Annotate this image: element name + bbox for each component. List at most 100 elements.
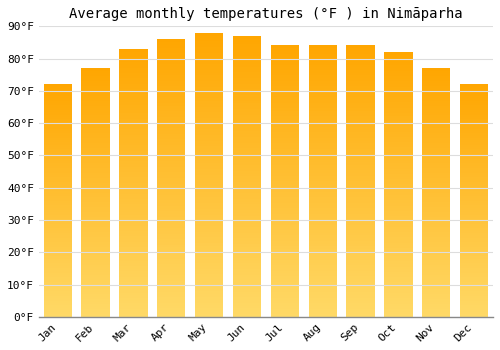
Bar — [233, 137, 261, 140]
Bar — [422, 145, 450, 148]
Bar — [233, 238, 261, 241]
Bar — [346, 178, 375, 181]
Bar — [460, 203, 488, 205]
Bar — [233, 224, 261, 227]
Bar — [44, 112, 72, 114]
Bar — [233, 227, 261, 230]
Bar — [384, 68, 412, 71]
Bar — [460, 205, 488, 208]
Bar — [308, 222, 337, 225]
Bar — [195, 126, 224, 129]
Bar — [422, 170, 450, 173]
Bar — [195, 234, 224, 237]
Bar — [346, 86, 375, 89]
Bar — [233, 162, 261, 165]
Bar — [233, 109, 261, 112]
Bar — [422, 210, 450, 212]
Bar — [195, 251, 224, 254]
Bar — [308, 54, 337, 56]
Bar — [422, 309, 450, 312]
Bar — [82, 287, 110, 289]
Bar — [422, 133, 450, 135]
Bar — [346, 195, 375, 197]
Bar — [233, 274, 261, 278]
Bar — [195, 61, 224, 64]
Bar — [82, 230, 110, 232]
Bar — [82, 83, 110, 86]
Bar — [233, 235, 261, 238]
Bar — [44, 187, 72, 189]
Bar — [270, 260, 299, 262]
Bar — [270, 246, 299, 249]
Bar — [119, 89, 148, 92]
Bar — [82, 135, 110, 138]
Bar — [195, 152, 224, 155]
Bar — [44, 275, 72, 277]
Bar — [157, 108, 186, 111]
Bar — [308, 46, 337, 48]
Bar — [346, 56, 375, 59]
Bar — [119, 116, 148, 119]
Bar — [270, 195, 299, 197]
Bar — [384, 312, 412, 314]
Bar — [195, 121, 224, 124]
Bar — [233, 232, 261, 235]
Bar — [422, 105, 450, 108]
Bar — [308, 170, 337, 173]
Bar — [346, 184, 375, 187]
Bar — [82, 200, 110, 202]
Bar — [422, 307, 450, 309]
Bar — [119, 150, 148, 153]
Bar — [422, 128, 450, 131]
Bar — [460, 303, 488, 305]
Bar — [270, 116, 299, 119]
Bar — [422, 270, 450, 272]
Bar — [233, 114, 261, 117]
Bar — [384, 224, 412, 227]
Bar — [346, 252, 375, 254]
Bar — [308, 70, 337, 73]
Bar — [460, 110, 488, 112]
Bar — [460, 119, 488, 121]
Bar — [119, 209, 148, 212]
Bar — [270, 81, 299, 84]
Bar — [44, 212, 72, 215]
Bar — [384, 266, 412, 269]
Bar — [270, 46, 299, 48]
Bar — [346, 287, 375, 290]
Bar — [82, 222, 110, 225]
Bar — [233, 84, 261, 86]
Bar — [82, 187, 110, 190]
Bar — [157, 64, 186, 67]
Bar — [346, 271, 375, 273]
Bar — [233, 165, 261, 168]
Bar — [82, 190, 110, 192]
Bar — [82, 96, 110, 98]
Bar — [422, 71, 450, 73]
Bar — [422, 158, 450, 160]
Bar — [384, 153, 412, 155]
Bar — [270, 168, 299, 170]
Bar — [195, 274, 224, 277]
Bar — [44, 173, 72, 175]
Bar — [308, 303, 337, 306]
Bar — [270, 130, 299, 132]
Bar — [460, 254, 488, 256]
Bar — [422, 195, 450, 197]
Bar — [195, 166, 224, 169]
Bar — [44, 107, 72, 110]
Bar — [119, 140, 148, 143]
Bar — [460, 180, 488, 182]
Bar — [119, 188, 148, 191]
Bar — [384, 94, 412, 97]
Bar — [308, 227, 337, 230]
Bar — [384, 129, 412, 132]
Bar — [157, 242, 186, 245]
Bar — [384, 182, 412, 184]
Bar — [270, 241, 299, 244]
Bar — [233, 52, 261, 56]
Bar — [195, 72, 224, 75]
Bar — [460, 159, 488, 161]
Bar — [119, 97, 148, 100]
Bar — [157, 94, 186, 98]
